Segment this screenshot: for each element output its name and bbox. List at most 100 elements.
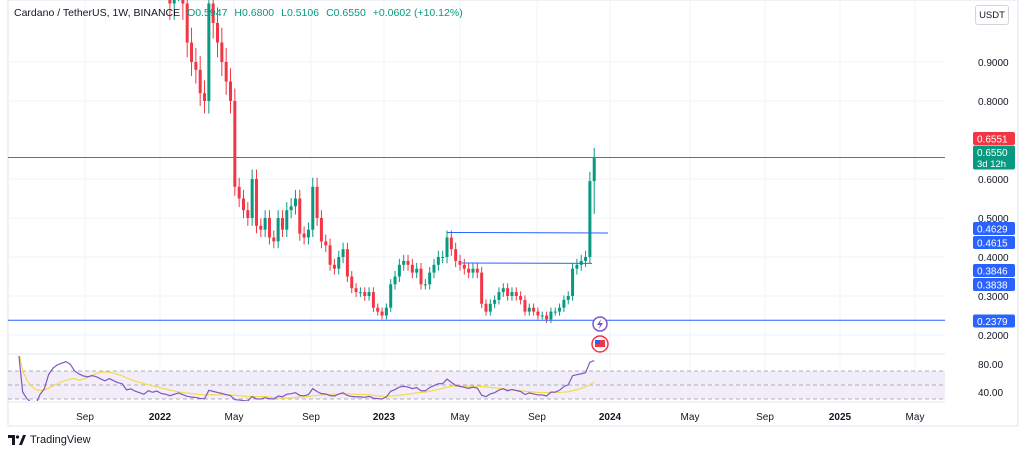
candle-body [514,292,518,296]
candle-body [493,299,497,304]
candle-body [458,260,462,265]
y-tick-label: 0.6000 [978,175,1009,186]
candle-body [280,218,284,230]
candle-body [545,315,549,320]
candle-body [571,268,575,296]
candle-body [371,292,375,308]
rsi-tick-label: 40.00 [978,388,1003,399]
candle-body [285,210,289,230]
candle-body [384,307,388,316]
candle-body [380,311,384,316]
candle-body [328,245,332,265]
candle-body [181,0,185,4]
candle-body [471,268,475,273]
candle-body [250,179,254,218]
candle-body [302,233,306,238]
candle-body [259,225,263,230]
legend-header: Cardano / TetherUS, 1W, BINANCE O0.5947 … [14,7,463,19]
candle-body [185,3,189,43]
candle-body [389,284,393,308]
flag-canton [595,340,600,344]
price-label [973,132,1015,145]
price-label-text: 0.4615 [977,239,1008,250]
candle-body [549,311,553,320]
candle-body [319,218,323,242]
candle-body [436,257,440,265]
candle-body [324,241,328,246]
candle-body [588,181,592,257]
candle-body [337,257,341,269]
candle-body [207,3,211,101]
candle-body [229,81,232,101]
candle-body [432,264,436,273]
x-tick-label: Sep [302,412,320,423]
candle-body [345,249,349,277]
low-value: L0.5106 [281,7,320,19]
candle-body [241,198,245,211]
candle-body [354,288,358,293]
candle-body [462,264,466,269]
candle-body [293,198,297,207]
candle-body [480,272,484,304]
x-tick-label: 2023 [373,412,396,423]
price-label [973,236,1015,249]
candle-body [445,237,449,257]
price-label-text: 0.4629 [977,225,1008,236]
candle-body [415,268,419,273]
candle-body [519,296,523,300]
candle-body [402,260,406,265]
candle-body [341,249,345,257]
candle-body [198,69,202,94]
candle-body [454,249,458,261]
candle-body [410,264,414,273]
rsi-line [18,356,595,401]
candle-body [211,3,215,23]
x-tick-label: May [906,412,925,423]
candle-body [220,42,224,62]
candle-body [419,268,423,285]
candle-body [298,198,302,234]
candle-body [224,62,228,82]
symbol-label[interactable]: Cardano / TetherUS, 1W, BINANCE [14,7,181,19]
resistance-line-upper[interactable] [446,231,609,234]
candle-body [562,299,566,308]
currency-button[interactable]: USDT [975,5,1009,25]
candle-body [263,218,267,230]
candle-body [488,303,492,312]
y-tick-label: 0.3000 [978,292,1009,303]
candle-body [190,42,194,62]
high-value: H0.6800 [234,7,275,19]
x-tick-label: Sep [756,412,774,423]
candle-body [592,157,596,182]
price-label-text: 0.3846 [977,267,1008,278]
price-label-text: 0.6551 [977,135,1008,146]
change-value: +0.0602 (+10.12%) [372,7,463,19]
candle-body [449,237,453,250]
candle-body [289,206,293,211]
candle-body [237,186,241,199]
candle-body [484,303,488,312]
candle-body [558,307,562,312]
lightning-glyph [597,319,603,329]
price-label-text: 0.2379 [977,317,1008,328]
candle-body [311,186,315,230]
x-tick-label: 2024 [599,412,622,423]
candle-body [553,311,557,313]
y-tick-label: 0.4000 [978,253,1009,264]
close-value: C0.6550 [326,7,366,19]
candle-body [246,210,250,218]
candle-body [467,268,471,273]
candle-body [510,292,514,296]
candle-body [423,284,427,286]
x-tick-label: May [681,412,700,423]
open-value: O0.5947 [187,7,228,19]
y-tick-label: 0.8000 [978,97,1009,108]
candle-body [168,0,172,4]
candle-body [523,299,527,312]
tradingview-logo[interactable]: TradingView [8,434,91,446]
rsi-ma-line [18,356,595,399]
y-tick-label: 0.5000 [978,214,1009,225]
candle-body [363,292,367,296]
tradingview-icon [8,435,26,445]
